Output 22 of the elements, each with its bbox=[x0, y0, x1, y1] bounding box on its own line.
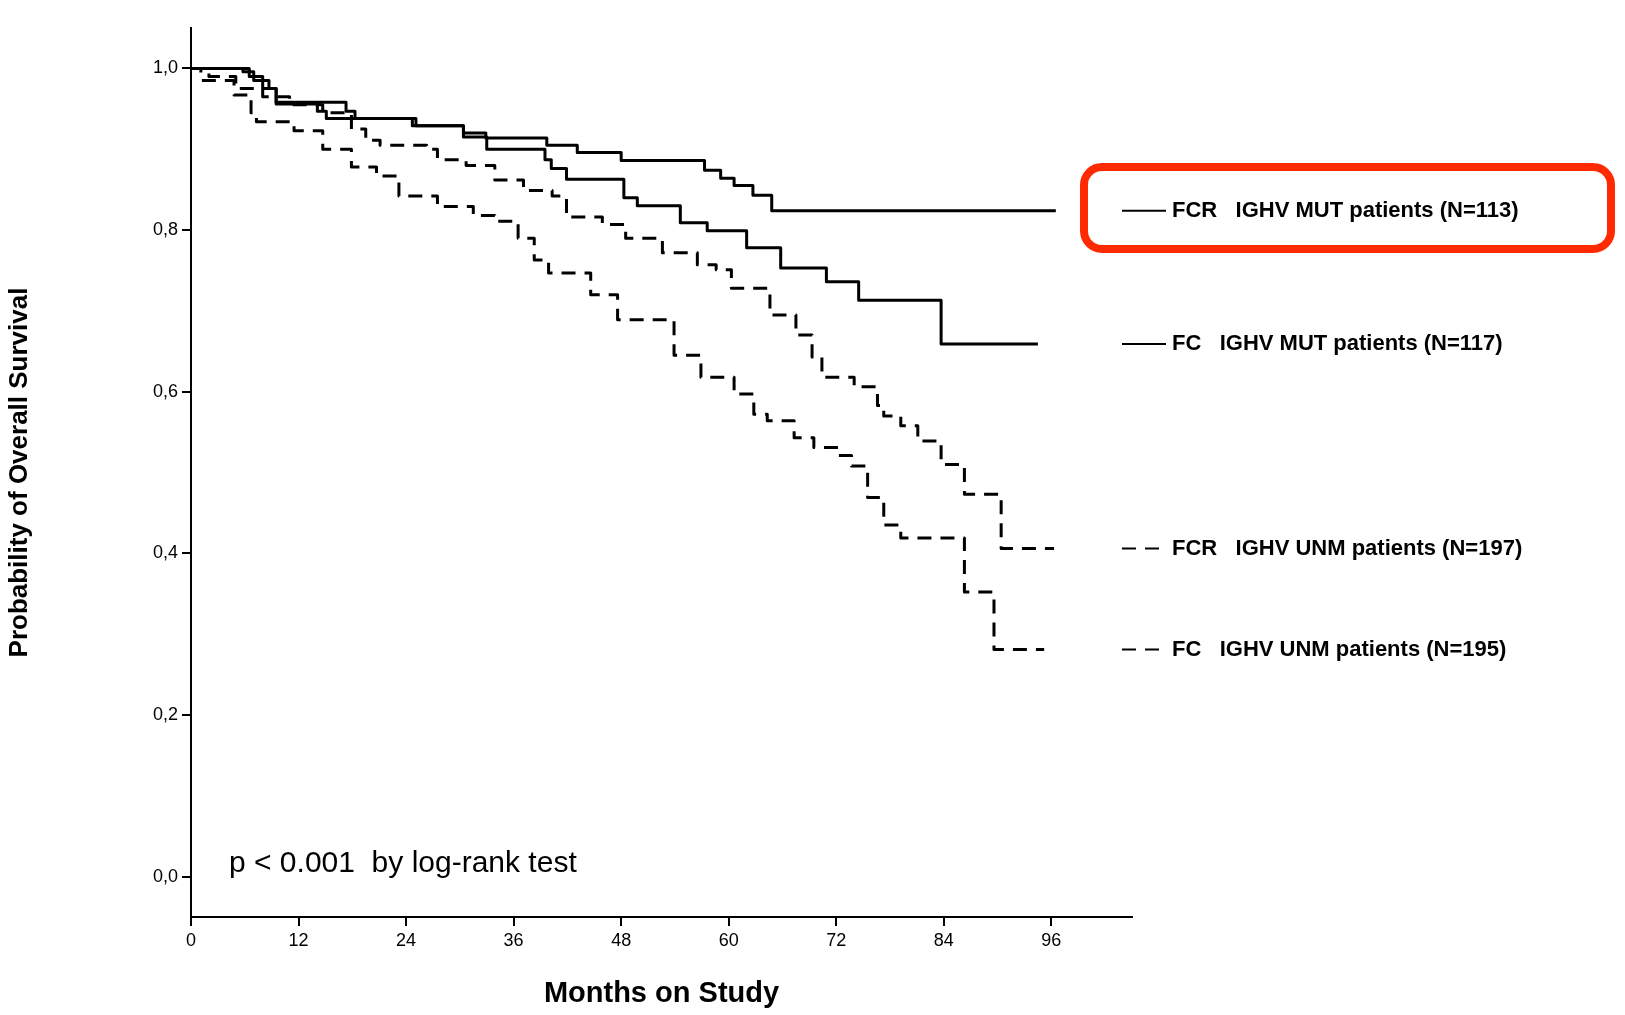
legend-label: FCR IGHV MUT patients (N=113) bbox=[1172, 196, 1519, 222]
y-tick-label: 0,8 bbox=[152, 219, 178, 240]
legend-label: FCR IGHV UNM patients (N=197) bbox=[1172, 534, 1523, 560]
legend-label: FC IGHV MUT patients (N=117) bbox=[1172, 330, 1503, 356]
annotation: p < 0.001 by log-rank test bbox=[229, 845, 578, 878]
y-tick-label: 0,6 bbox=[152, 380, 178, 401]
y-axis-title: Probability of Overall Survival bbox=[2, 287, 33, 658]
y-tick-label: 0,4 bbox=[152, 542, 178, 563]
y-tick-label: 0,0 bbox=[152, 865, 178, 886]
x-axis-title: Months on Study bbox=[543, 975, 780, 1008]
x-tick-label: 48 bbox=[611, 929, 632, 950]
x-tick-label: 60 bbox=[718, 929, 739, 950]
x-tick-label: 36 bbox=[503, 929, 524, 950]
x-tick-label: 84 bbox=[933, 929, 954, 950]
x-tick-label: 96 bbox=[1041, 929, 1062, 950]
y-tick-label: 1,0 bbox=[152, 57, 178, 78]
x-tick-label: 24 bbox=[396, 929, 417, 950]
x-tick-label: 0 bbox=[185, 929, 197, 950]
legend-label: FC IGHV UNM patients (N=195) bbox=[1172, 635, 1507, 661]
x-tick-label: 72 bbox=[826, 929, 847, 950]
y-tick-label: 0,2 bbox=[152, 703, 178, 724]
x-tick-label: 12 bbox=[288, 929, 309, 950]
